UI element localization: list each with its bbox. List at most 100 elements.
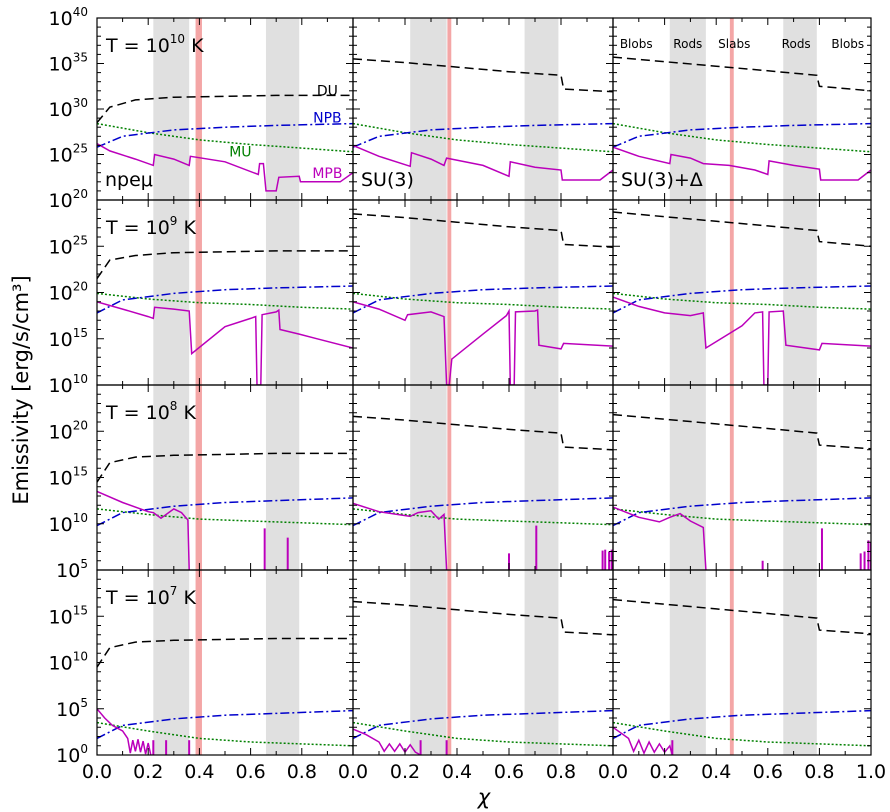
mu-curve [613, 292, 871, 310]
temperature-label: T = 1010 K [105, 32, 204, 57]
red-transition-band [447, 570, 452, 755]
mu-curve [353, 508, 613, 526]
mu-curve [613, 508, 871, 526]
temperature-exponent: 10 [170, 32, 185, 46]
y-tick-exponent: 10 [73, 372, 88, 386]
npb-curve [353, 497, 613, 527]
y-tick-base: 10 [49, 236, 73, 258]
phase-bands [153, 18, 817, 755]
mu-curve [97, 122, 353, 153]
x-tick-label: 0.6 [235, 761, 265, 783]
npb-curve [97, 709, 353, 740]
x-tick-label: 0.4 [701, 761, 731, 783]
du-curve [353, 600, 613, 636]
y-tick-base: 10 [49, 145, 73, 167]
y-tick-exponent: 35 [73, 51, 88, 65]
y-tick-base: 10 [49, 99, 73, 121]
phase-label: Rods [673, 37, 702, 51]
y-tick-label: 1010 [49, 511, 88, 536]
y-tick-exponent: 10 [73, 511, 88, 525]
grey-phase-band [669, 570, 706, 755]
red-transition-band [729, 385, 734, 570]
grey-phase-band [524, 200, 559, 385]
y-tick-base: 10 [49, 54, 73, 76]
grey-phase-band [410, 570, 447, 755]
y-tick-label: 1025 [49, 142, 88, 167]
y-tick-exponent: 0 [80, 742, 88, 756]
grey-phase-band [265, 18, 300, 200]
y-tick-base: 10 [49, 421, 73, 443]
x-tick-label: 0.6 [494, 761, 524, 783]
phase-label: Rods [782, 37, 811, 51]
grey-phase-band [783, 200, 817, 385]
npb-curve [97, 122, 353, 148]
mu-curve [353, 292, 613, 310]
mpb-curve [97, 708, 152, 755]
y-tick-label: 1020 [49, 418, 88, 443]
grey-phase-band [783, 18, 817, 200]
composition-label: npeμ [105, 169, 153, 191]
red-transition-band [729, 570, 734, 755]
panel-frames [96, 17, 872, 756]
panel-curves [613, 56, 871, 181]
y-tick-label: 1020 [49, 280, 88, 305]
y-tick-exponent: 20 [73, 418, 88, 432]
x-tick-label: 0.8 [287, 761, 317, 783]
temperature-unit: K [185, 35, 204, 57]
grey-phase-band [410, 385, 447, 570]
temperature-unit: K [177, 402, 196, 424]
mpb-curve [613, 296, 871, 385]
y-tick-exponent: 25 [73, 233, 88, 247]
panel-curves [353, 58, 613, 181]
y-tick-base: 10 [56, 560, 80, 582]
mu-curve [613, 122, 871, 153]
panel-frame [612, 384, 872, 571]
y-tick-label: 1025 [49, 233, 88, 258]
panel-frame [352, 569, 614, 756]
mu-curve [613, 721, 871, 747]
panel-curves [353, 415, 613, 570]
y-tick-base: 10 [56, 745, 80, 767]
y-tick-exponent: 20 [73, 187, 88, 201]
y-tick-base: 10 [49, 606, 73, 628]
curve-label-npb: NPB [313, 111, 342, 127]
du-curve [97, 452, 353, 483]
y-tick-exponent: 40 [73, 5, 88, 19]
npb-curve [613, 709, 871, 740]
grey-phase-band [153, 18, 190, 200]
y-tick-base: 10 [49, 329, 73, 351]
y-tick-base: 10 [49, 468, 73, 490]
npb-curve [353, 285, 613, 314]
du-curve [353, 213, 613, 248]
x-axis-title: χ [477, 785, 492, 809]
mpb-curve [97, 301, 353, 385]
mu-curve [353, 721, 613, 747]
y-tick-base: 10 [49, 190, 73, 212]
panel-frame [612, 199, 872, 386]
red-transition-band [195, 385, 202, 570]
grey-phase-band [783, 570, 817, 755]
x-tick-label: 0.8 [804, 761, 834, 783]
panel-curves [353, 600, 613, 755]
mpb-curve [97, 142, 353, 192]
x-tick-label: 0.2 [390, 761, 420, 783]
grey-phase-band [669, 385, 706, 570]
y-tick-exponent: 10 [73, 650, 88, 664]
temperature-exponent: 8 [170, 399, 178, 413]
y-tick-label: 1010 [49, 372, 88, 397]
temperature-label: T = 109 K [105, 214, 196, 239]
y-tick-label: 105 [56, 696, 88, 721]
phase-label: Blobs [831, 37, 864, 51]
y-tick-label: 1015 [49, 465, 88, 490]
temperature-unit: K [177, 217, 196, 239]
panel-curves [613, 598, 871, 755]
temperature-base: T = 10 [105, 217, 170, 239]
y-tick-exponent: 5 [80, 696, 88, 710]
red-transition-band [447, 200, 452, 385]
y-tick-exponent: 25 [73, 142, 88, 156]
y-tick-label: 1020 [49, 187, 88, 212]
temperature-base: T = 10 [105, 402, 170, 424]
y-tick-label: 1030 [49, 96, 88, 121]
